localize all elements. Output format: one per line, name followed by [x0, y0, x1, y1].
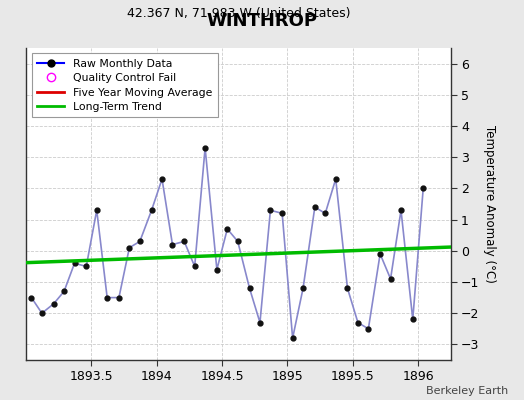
Legend: Raw Monthly Data, Quality Control Fail, Five Year Moving Average, Long-Term Tren: Raw Monthly Data, Quality Control Fail, … — [31, 54, 217, 117]
Title: 42.367 N, 71.983 W (United States): 42.367 N, 71.983 W (United States) — [127, 8, 350, 20]
Text: Berkeley Earth: Berkeley Earth — [426, 386, 508, 396]
Text: WINTHROP: WINTHROP — [206, 12, 318, 30]
Y-axis label: Temperature Anomaly (°C): Temperature Anomaly (°C) — [483, 125, 496, 283]
